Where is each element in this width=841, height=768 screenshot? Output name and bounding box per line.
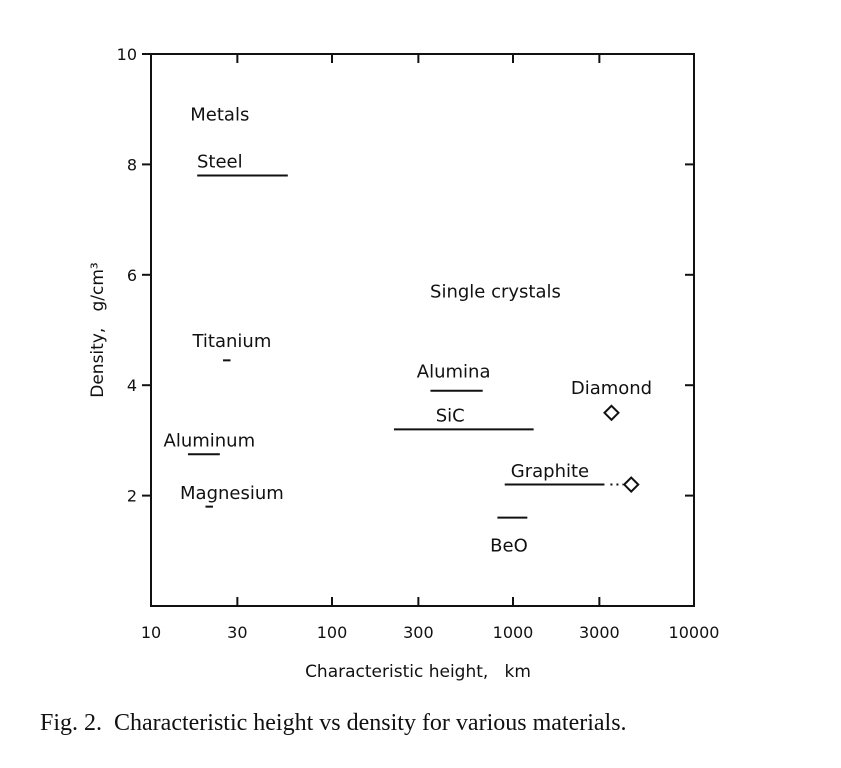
alumina-label: Alumina [417,361,491,382]
x-axis-title: Characteristic height, km [305,662,531,682]
y-tick-label: 4 [127,376,137,395]
magnesium-label: Magnesium [180,483,284,504]
steel-label: Steel [197,152,243,173]
density-height-chart: 10 30 100 300 1000 3000 10000 2 4 6 8 10 Metals Sin… [88,45,720,682]
y-axis-title: Density, g/cm³ [88,262,108,398]
y-axis-ticks: 2 4 6 8 10 [117,45,694,506]
y-tick-label: 2 [127,487,137,506]
plot-frame [150,53,695,607]
x-tick-label: 3000 [579,623,620,642]
group-label: Metals [190,105,249,126]
x-tick-label: 10000 [669,623,720,642]
x-axis-ticks: 10 30 100 300 1000 3000 10000 [141,54,720,642]
diamond-point-marker [603,404,620,422]
sic-label: SiC [436,406,465,427]
titanium-label: Titanium [191,331,271,352]
graphite-label: Graphite [511,461,589,482]
annotations: Metals Single crystals Steel Titanium Alumin… [164,105,653,557]
x-tick-label: 1000 [493,623,534,642]
x-tick-label: 300 [403,623,434,642]
data-marks [187,174,640,519]
x-tick-label: 100 [317,623,348,642]
group-label: Single crystals [430,281,561,302]
x-tick-label: 30 [227,623,247,642]
beo-label: BeO [490,535,528,556]
aluminum-label: Aluminum [164,430,256,451]
graphite-point-marker [622,476,640,493]
x-tick-label: 10 [141,623,161,642]
figure-caption: Fig. 2. Characteristic height vs density… [40,710,627,736]
y-tick-label: 10 [117,45,137,64]
y-tick-label: 8 [127,155,137,174]
diamond-label: Diamond [571,378,652,399]
y-tick-label: 6 [127,266,137,285]
